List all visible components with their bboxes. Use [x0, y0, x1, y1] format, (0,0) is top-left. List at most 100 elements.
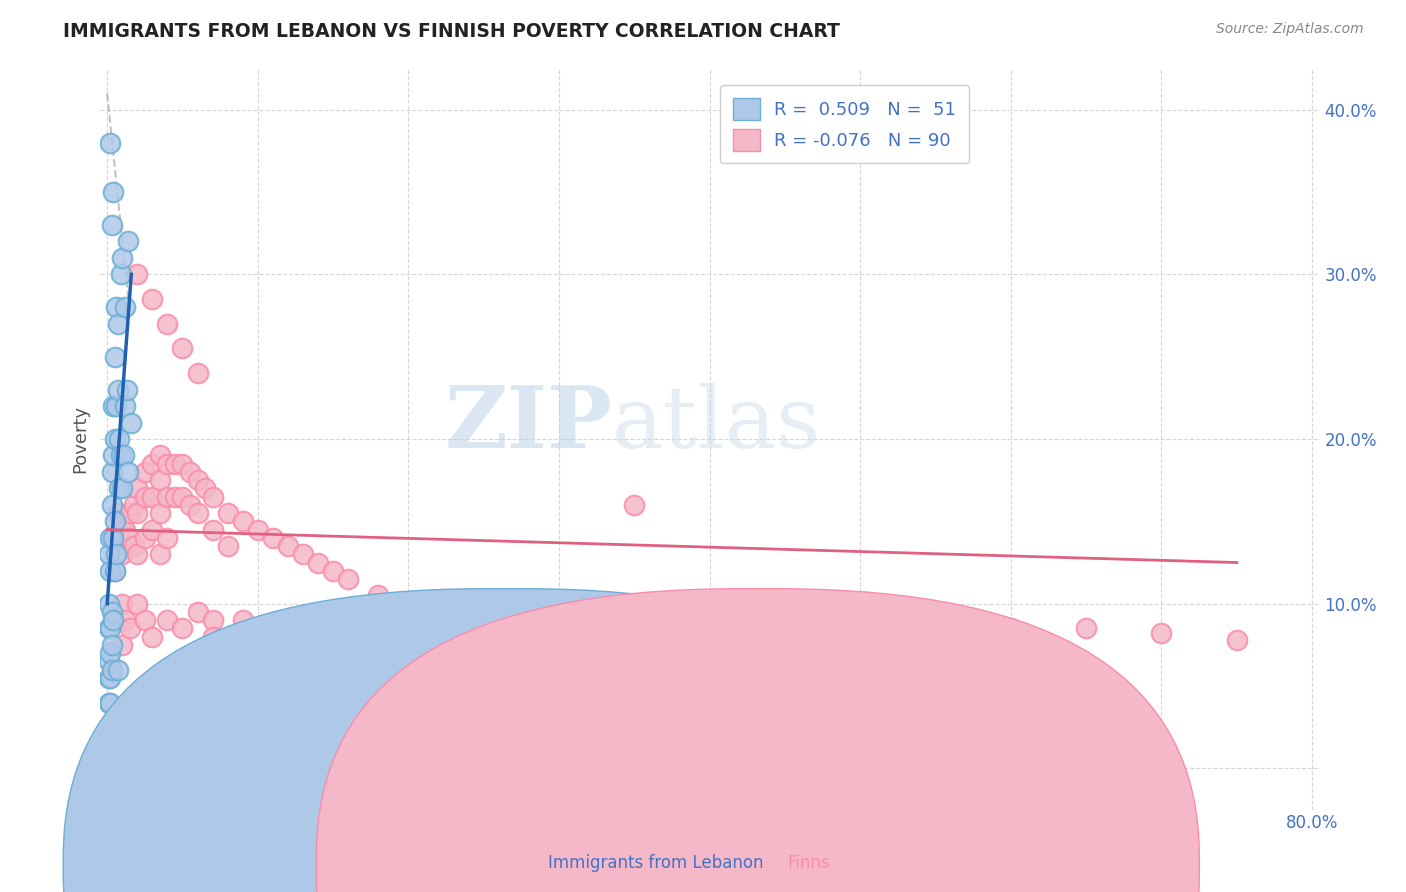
Point	[111, 251, 134, 265]
Point	[103, 531, 125, 545]
Point	[108, 432, 131, 446]
Point	[134, 531, 156, 545]
Point	[118, 506, 141, 520]
Point	[156, 531, 179, 545]
Point	[127, 506, 149, 520]
Point	[699, 621, 721, 635]
Point	[187, 473, 209, 487]
Point	[924, 630, 946, 644]
Point	[277, 539, 299, 553]
Point	[97, 786, 120, 800]
Point	[100, 498, 122, 512]
Point	[114, 300, 136, 314]
Point	[246, 621, 269, 635]
Point	[97, 696, 120, 710]
Text: atlas: atlas	[612, 383, 821, 466]
Point	[201, 613, 224, 627]
Point	[111, 547, 134, 561]
Point	[127, 482, 149, 496]
Point	[172, 457, 194, 471]
Point	[141, 457, 163, 471]
Point	[472, 613, 495, 627]
Point	[179, 498, 201, 512]
Point	[924, 654, 946, 668]
Point	[107, 317, 129, 331]
Point	[194, 482, 217, 496]
Point	[127, 597, 149, 611]
Point	[201, 490, 224, 504]
Point	[97, 720, 120, 734]
Point	[141, 292, 163, 306]
Point	[187, 605, 209, 619]
Point	[97, 621, 120, 635]
Point	[156, 490, 179, 504]
Point	[105, 399, 128, 413]
Point	[134, 613, 156, 627]
Point	[105, 547, 128, 561]
Text: Source: ZipAtlas.com: Source: ZipAtlas.com	[1216, 22, 1364, 37]
Point	[849, 621, 872, 635]
Point	[100, 638, 122, 652]
Point	[1000, 621, 1022, 635]
Point	[105, 300, 128, 314]
Point	[1076, 621, 1098, 635]
Point	[156, 457, 179, 471]
Point	[548, 613, 571, 627]
Point	[103, 185, 125, 199]
Point	[149, 547, 172, 561]
Point	[149, 506, 172, 520]
Point	[141, 630, 163, 644]
Point	[699, 613, 721, 627]
Point	[104, 564, 127, 578]
Point	[103, 449, 125, 463]
Point	[291, 547, 314, 561]
Point	[111, 638, 134, 652]
Point	[104, 432, 127, 446]
Point	[118, 621, 141, 635]
Point	[97, 770, 120, 784]
Point	[104, 514, 127, 528]
Point	[337, 572, 360, 586]
Point	[97, 547, 120, 561]
Point	[163, 490, 186, 504]
Point	[100, 218, 122, 232]
Legend: R =  0.509   N =  51, R = -0.076   N = 90: R = 0.509 N = 51, R = -0.076 N = 90	[720, 85, 969, 163]
Point	[110, 449, 132, 463]
Point	[98, 696, 121, 710]
Point	[262, 531, 284, 545]
Point	[201, 523, 224, 537]
Point	[98, 564, 121, 578]
Point	[849, 654, 872, 668]
Point	[367, 589, 389, 603]
Point	[124, 539, 146, 553]
Point	[112, 449, 135, 463]
Point	[118, 531, 141, 545]
Point	[111, 482, 134, 496]
Point	[1150, 626, 1173, 640]
Point	[172, 342, 194, 356]
Point	[172, 621, 194, 635]
Point	[141, 523, 163, 537]
Point	[98, 136, 121, 150]
Point	[201, 630, 224, 644]
Text: IMMIGRANTS FROM LEBANON VS FINNISH POVERTY CORRELATION CHART: IMMIGRANTS FROM LEBANON VS FINNISH POVER…	[63, 22, 841, 41]
Point	[127, 268, 149, 282]
Point	[307, 556, 329, 570]
Point	[97, 654, 120, 668]
Point	[246, 523, 269, 537]
Point	[111, 597, 134, 611]
Text: Immigrants from Lebanon: Immigrants from Lebanon	[548, 855, 763, 872]
Point	[149, 473, 172, 487]
Point	[141, 490, 163, 504]
Point	[865, 654, 887, 668]
Point	[262, 630, 284, 644]
Point	[98, 720, 121, 734]
Point	[104, 350, 127, 364]
Point	[104, 531, 127, 545]
Point	[97, 745, 120, 759]
Point	[114, 613, 136, 627]
Point	[100, 605, 122, 619]
Point	[322, 564, 344, 578]
Point	[98, 646, 121, 660]
Point	[232, 514, 254, 528]
